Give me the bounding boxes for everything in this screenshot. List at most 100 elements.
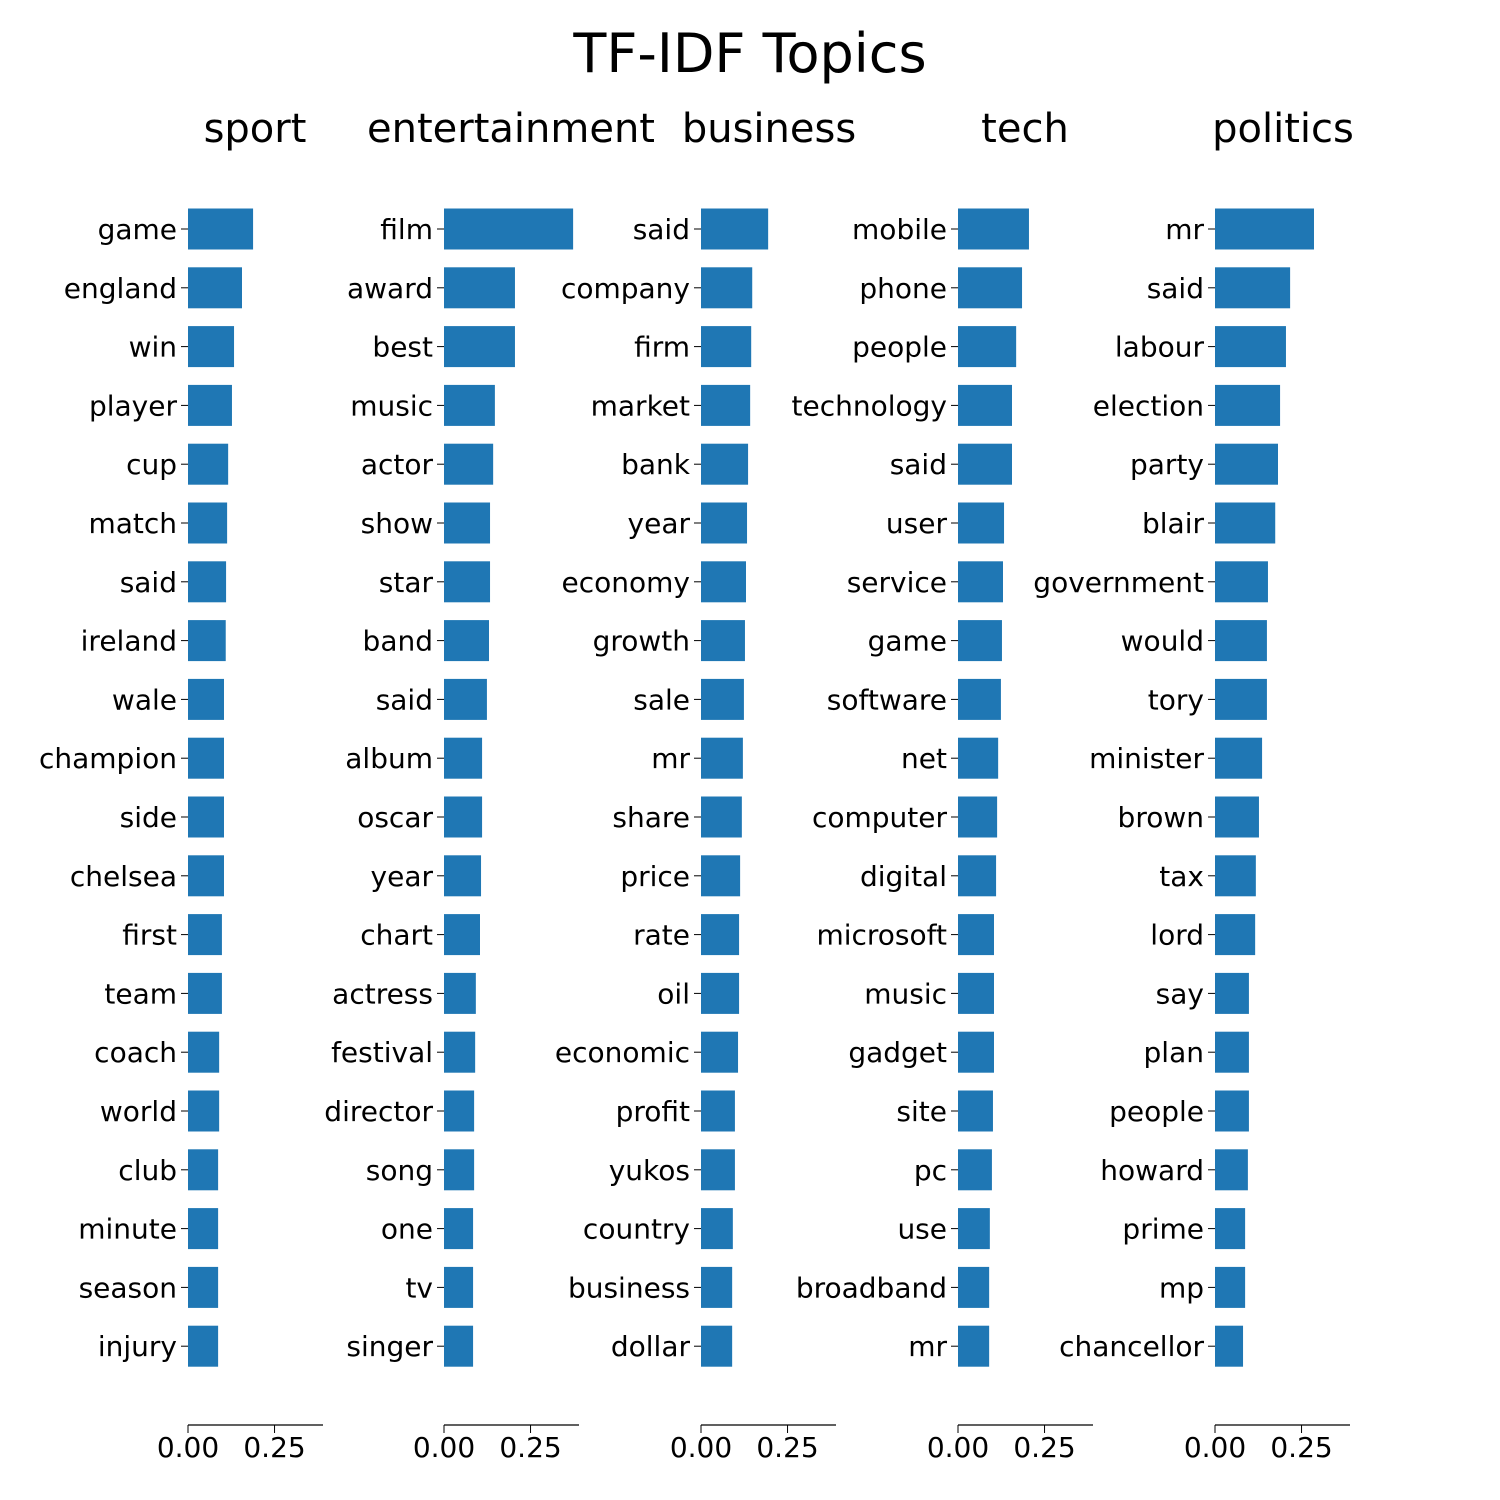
bar-world: [188, 1090, 220, 1132]
bar-yukos: [701, 1149, 735, 1191]
bar-party: [1215, 443, 1278, 485]
y-tick-label: minister: [1089, 742, 1204, 775]
y-tick-label: net: [901, 742, 947, 775]
bar-side: [188, 796, 224, 838]
bar-game: [958, 620, 1002, 662]
x-tick-label: 0.25: [499, 1431, 561, 1464]
bar-star: [444, 561, 491, 603]
y-tick-label: wale: [112, 683, 177, 716]
y-tick-label: market: [591, 389, 690, 422]
bar-champion: [188, 737, 224, 779]
y-tick-label: world: [100, 1095, 177, 1128]
bar-site: [958, 1090, 993, 1132]
bar-net: [958, 737, 999, 779]
bar-prime: [1215, 1208, 1246, 1250]
bar-year: [444, 855, 482, 897]
bar-said: [444, 678, 487, 720]
y-tick-label: plan: [1144, 1036, 1204, 1069]
y-tick-label: chart: [360, 919, 433, 952]
bar-mobile: [958, 208, 1029, 250]
bar-actor: [444, 443, 494, 485]
bar-film: [444, 208, 574, 250]
y-tick-label: award: [347, 272, 433, 305]
bar-said: [1215, 267, 1291, 309]
y-tick-label: chancellor: [1059, 1330, 1204, 1363]
bar-growth: [701, 620, 745, 662]
bar-bank: [701, 443, 749, 485]
y-tick-label: side: [120, 801, 177, 834]
y-tick-label: prime: [1122, 1213, 1204, 1246]
y-tick-label: mp: [1159, 1271, 1204, 1304]
bar-government: [1215, 561, 1268, 603]
y-tick-label: tv: [405, 1271, 433, 1304]
y-tick-label: festival: [331, 1036, 433, 1069]
y-tick-label: said: [633, 213, 690, 246]
panel-title: tech: [981, 106, 1069, 152]
y-tick-label: rate: [633, 919, 690, 952]
bar-season: [188, 1266, 219, 1308]
bar-game: [188, 208, 254, 250]
x-tick-label: 0.25: [1270, 1431, 1332, 1464]
bar-firm: [701, 326, 752, 368]
y-tick-label: profit: [616, 1095, 690, 1128]
y-tick-label: chelsea: [70, 860, 177, 893]
y-tick-label: said: [1147, 272, 1204, 305]
y-tick-label: pc: [914, 1154, 947, 1187]
bar-broadband: [958, 1266, 990, 1308]
y-tick-label: tory: [1148, 683, 1204, 716]
bar-labour: [1215, 326, 1286, 368]
bar-england: [188, 267, 242, 309]
y-tick-label: coach: [94, 1036, 177, 1069]
y-tick-label: sale: [633, 683, 690, 716]
y-tick-label: service: [847, 566, 947, 599]
y-tick-label: say: [1156, 977, 1204, 1010]
y-tick-label: win: [129, 331, 177, 364]
bar-album: [444, 737, 483, 779]
y-tick-label: party: [1130, 448, 1204, 481]
bar-digital: [958, 855, 997, 897]
y-tick-label: digital: [860, 860, 947, 893]
y-tick-label: match: [88, 507, 177, 540]
y-tick-label: team: [104, 977, 177, 1010]
y-tick-label: share: [612, 801, 690, 834]
y-tick-label: yukos: [609, 1154, 690, 1187]
bar-best: [444, 326, 515, 368]
y-tick-label: game: [98, 213, 177, 246]
y-tick-label: would: [1121, 625, 1204, 658]
bar-wale: [188, 678, 224, 720]
bar-minister: [1215, 737, 1263, 779]
bar-tory: [1215, 678, 1267, 720]
bar-one: [444, 1208, 474, 1250]
bar-service: [958, 561, 1003, 603]
y-tick-label: broadband: [796, 1271, 947, 1304]
bar-ireland: [188, 620, 226, 662]
y-tick-label: country: [583, 1213, 690, 1246]
panel-entertainment: entertainment film award best music actor show…: [324, 106, 655, 1464]
bar-software: [958, 678, 1001, 720]
y-tick-label: said: [890, 448, 947, 481]
bar-club: [188, 1149, 219, 1191]
y-tick-label: software: [827, 683, 947, 716]
bar-economy: [701, 561, 746, 603]
bar-people: [1215, 1090, 1249, 1132]
bar-team: [188, 972, 222, 1014]
bar-company: [701, 267, 753, 309]
y-tick-label: mobile: [852, 213, 947, 246]
bar-oscar: [444, 796, 483, 838]
bar-actress: [444, 972, 476, 1014]
y-tick-label: economic: [555, 1036, 690, 1069]
y-tick-label: government: [1033, 566, 1204, 599]
bar-player: [188, 384, 232, 426]
y-tick-label: oil: [657, 977, 690, 1010]
y-tick-label: one: [381, 1213, 433, 1246]
bar-microsoft: [958, 914, 994, 956]
y-tick-label: mr: [908, 1330, 947, 1363]
y-tick-label: actor: [361, 448, 434, 481]
y-tick-label: actress: [332, 977, 433, 1010]
bar-chancellor: [1215, 1325, 1244, 1367]
y-tick-label: player: [89, 389, 178, 422]
panel-title: business: [682, 106, 856, 152]
y-tick-label: england: [64, 272, 177, 305]
x-tick-label: 0.00: [157, 1431, 219, 1464]
